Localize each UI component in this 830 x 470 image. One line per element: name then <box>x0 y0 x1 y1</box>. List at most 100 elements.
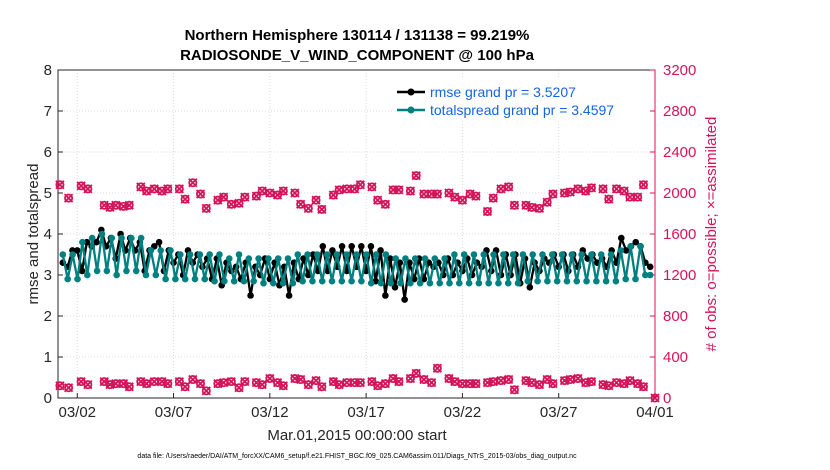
obs-circle <box>163 379 173 389</box>
totalspread-point <box>108 234 116 242</box>
totalspread-point <box>230 277 238 285</box>
totalspread-point <box>416 279 424 287</box>
totalspread-point <box>485 279 492 287</box>
obs-cross-b <box>180 194 190 204</box>
obs-possible-marker <box>504 182 514 192</box>
obs-possible-marker <box>633 192 643 202</box>
obs-cross-b <box>586 376 597 387</box>
obs-possible-marker <box>195 189 206 199</box>
obs-cross-b <box>76 376 86 387</box>
legend-spread-label: totalspread grand pr = 3.4597 <box>430 102 614 118</box>
obs-possible-marker <box>509 200 520 210</box>
obs-circle <box>367 377 377 387</box>
obs-cross-b <box>586 183 597 193</box>
totalspread-point <box>118 234 125 242</box>
totalspread-point <box>573 277 581 285</box>
obs-cross-b <box>141 186 152 196</box>
obs-assimilated-marker <box>457 379 468 389</box>
obs-assimilated-marker <box>240 376 250 387</box>
totalspread-point <box>348 277 355 285</box>
legend-spread-marker <box>407 106 415 114</box>
obs-assimilated-marker <box>111 379 121 389</box>
obs-cross-b <box>367 182 377 192</box>
obs-possible-marker <box>265 188 275 198</box>
obs-circle <box>548 379 558 389</box>
totalspread-point <box>318 277 326 285</box>
obs-assimilated-marker <box>573 373 583 384</box>
obs-possible-marker <box>141 186 152 196</box>
obs-assimilated-marker <box>163 379 173 389</box>
obs-cross-b <box>548 379 558 389</box>
obs-possible-marker <box>638 180 649 190</box>
rmse-point <box>300 255 307 262</box>
obs-cross-b <box>311 195 321 205</box>
rmse-point <box>632 238 640 246</box>
obs-cross-b <box>527 377 537 388</box>
obs-circle <box>64 193 74 203</box>
obs-assimilated-marker <box>195 379 206 389</box>
obs-cross-b <box>432 189 443 199</box>
obs-cross-b <box>619 186 629 196</box>
totalspread-point <box>147 247 155 254</box>
rmse-point <box>155 238 163 246</box>
totalspread-point <box>519 251 527 258</box>
obs-cross-b <box>488 193 498 203</box>
obs-assimilated-marker <box>411 368 421 379</box>
obs-assimilated-marker <box>527 377 537 388</box>
obs-circle <box>55 180 65 190</box>
totalspread-point <box>333 251 341 258</box>
y-right-tick-label: 0 <box>663 390 671 407</box>
obs-assimilated-marker <box>218 377 229 388</box>
rmse-point <box>285 292 293 299</box>
obs-assimilated-marker <box>604 381 614 391</box>
obs-circle <box>638 180 648 190</box>
totalspread-point <box>260 279 267 287</box>
obs-cross-b <box>638 382 649 392</box>
obs-cross-b <box>604 194 614 204</box>
obs-cross-b <box>328 376 339 387</box>
obs-cross-b <box>625 192 635 202</box>
rmse-point <box>73 247 81 254</box>
totalspread-point <box>216 251 223 258</box>
obs-circle <box>380 379 390 389</box>
rmse-point <box>406 259 413 267</box>
totalspread-point <box>176 251 184 258</box>
totalspread-point <box>446 279 453 287</box>
totalspread-point <box>641 271 649 279</box>
obs-circle <box>317 382 327 392</box>
obs-cross-b <box>240 376 250 387</box>
obs-cross-b <box>548 189 558 199</box>
obs-circle <box>273 190 283 200</box>
obs-possible-marker <box>226 199 236 209</box>
obs-cross-b <box>355 180 365 190</box>
obs-circle <box>124 382 134 392</box>
totalspread-point <box>221 277 228 285</box>
obs-circle <box>278 381 288 391</box>
totalspread-point <box>534 277 541 285</box>
obs-cross-b <box>136 376 146 387</box>
obs-cross-b <box>573 184 583 194</box>
totalspread-point <box>132 267 140 275</box>
x-tick-label: 04/01 <box>636 404 674 421</box>
obs-assimilated-marker <box>638 382 649 392</box>
rmse-point <box>319 243 327 250</box>
totalspread-point <box>392 255 399 262</box>
totalspread-point <box>250 277 258 285</box>
obs-circle <box>240 377 250 387</box>
obs-cross-b <box>496 375 506 386</box>
obs-circle <box>290 188 300 198</box>
obs-circle <box>149 184 159 194</box>
obs-circle <box>83 184 93 194</box>
totalspread-point <box>128 234 135 242</box>
totalspread-point <box>338 277 346 285</box>
obs-circle <box>611 184 621 194</box>
obs-cross-b <box>99 376 109 387</box>
totalspread-point <box>402 255 409 262</box>
obs-cross-b <box>534 203 545 214</box>
obs-possible-marker <box>311 195 321 205</box>
totalspread-point <box>255 255 262 262</box>
obs-cross-b <box>388 373 398 384</box>
y-left-tick-label: 3 <box>44 267 52 284</box>
obs-cross-b <box>405 186 416 196</box>
rmse-point <box>526 284 534 291</box>
